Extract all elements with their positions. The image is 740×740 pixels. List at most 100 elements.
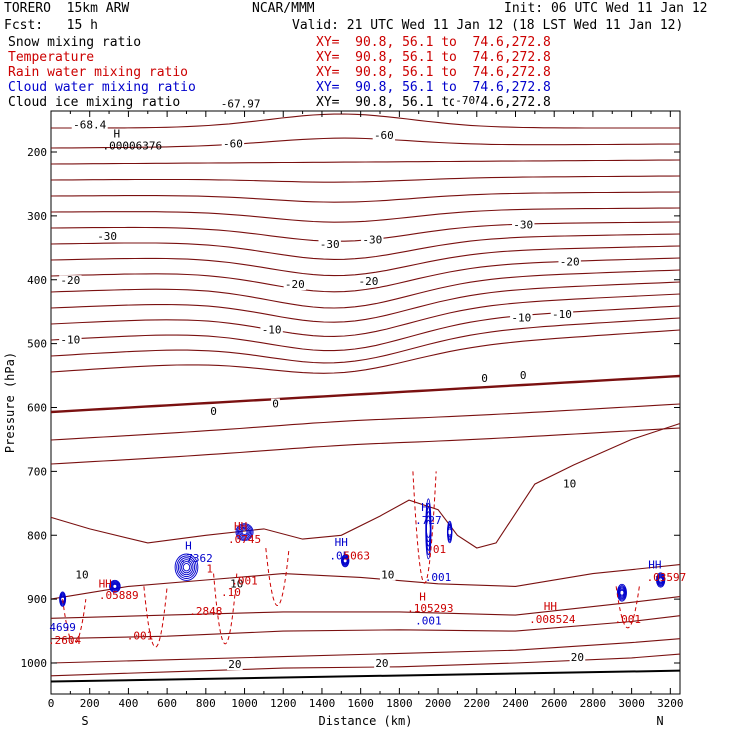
legend-snow-xy: XY= 90.8, 56.1 to 74.6,272.8	[316, 35, 551, 50]
y-tick-label: 400	[27, 274, 47, 287]
cloud-water-contour	[658, 577, 664, 583]
isotherm-label-bg	[512, 219, 535, 231]
x-tick-label: 1400	[309, 697, 336, 710]
isotherm-label: -20	[60, 274, 80, 287]
isotherm-label: -20	[560, 256, 580, 269]
cloud-water-contour	[447, 528, 453, 536]
y-tick-label: 600	[27, 402, 47, 415]
isotherm-label-bg	[228, 578, 245, 590]
isotherm-label: 0	[520, 369, 527, 382]
isotherm-18	[50, 638, 681, 664]
extremum-label: .0745	[228, 533, 261, 546]
x-end-label-right: N	[656, 714, 663, 728]
cloud-water-contour	[182, 562, 191, 572]
cloud-water-contour	[618, 586, 626, 600]
isotherm	[50, 233, 681, 260]
forecast-hour: Fcst: 15 h	[4, 18, 98, 33]
isotherm-label: 10	[230, 578, 243, 591]
cloud-water-contour	[342, 558, 348, 564]
cloud-water-contour	[425, 519, 431, 538]
legend-snow-label: Snow mixing ratio	[8, 35, 142, 50]
isotherm-10	[50, 564, 681, 600]
extremum-label: .727	[415, 514, 442, 527]
extremum-label: HH	[234, 520, 247, 533]
model-title: TORERO 15km ARW	[4, 1, 130, 16]
extremum-label: .05	[329, 550, 349, 563]
y-tick-label: 700	[27, 465, 47, 478]
y-tick-label: 300	[27, 210, 47, 223]
extremum-label: .001	[425, 571, 452, 584]
y-tick-label: 900	[27, 593, 47, 606]
isotherm-label: -20	[358, 275, 378, 288]
cloud-water-contour	[235, 523, 254, 541]
extremum-label: .001	[127, 629, 154, 642]
extremum-label: H	[113, 127, 120, 140]
isotherm-label-bg	[283, 279, 307, 291]
isotherm-15	[50, 615, 681, 640]
x-tick-label: 1000	[231, 697, 258, 710]
isotherm-label-bg	[260, 324, 283, 336]
isotherm-label-bg	[318, 238, 341, 250]
isotherm-label: 10	[563, 477, 576, 490]
extremum-label: .001	[614, 613, 641, 626]
isotherm-label-bg	[219, 98, 263, 110]
x-tick-label: 1200	[270, 697, 297, 710]
isotherm-label-bg	[227, 659, 243, 671]
x-tick-label: 0	[48, 697, 55, 710]
isotherm-label-bg	[379, 569, 396, 581]
isotherm-label-bg	[550, 309, 574, 321]
isotherm	[50, 191, 681, 203]
isotherm-label-bg	[372, 130, 396, 142]
isotherm-label: -30	[320, 238, 340, 251]
x-tick-label: 600	[157, 697, 177, 710]
cloud-water-contour	[240, 528, 249, 537]
isotherm-label: -10	[262, 323, 282, 336]
isotherm-20	[50, 653, 681, 677]
isotherm-zero	[50, 374, 681, 414]
extremum-label: 1	[206, 562, 213, 575]
isotherm-label: -20	[285, 278, 305, 291]
isotherm	[50, 329, 681, 374]
isotherm-label: 0	[481, 372, 488, 385]
x-end-label-left: S	[81, 714, 88, 728]
extremum-label: .03597	[647, 571, 687, 584]
legend-temperature-label: Temperature	[8, 50, 95, 65]
cloud-water-contour	[616, 583, 627, 602]
cloud-water-contour	[342, 556, 349, 566]
legend-temperature-xy: XY= 90.8, 56.1 to 74.6,272.8	[316, 50, 551, 65]
extremum-label: .01	[426, 543, 446, 556]
isotherm-label: -10	[60, 334, 80, 347]
isotherm-label-bg	[357, 275, 380, 287]
isotherm-label: -30	[362, 233, 382, 246]
extremum-label: .05889	[99, 589, 139, 602]
cloud-water-contour	[110, 581, 120, 592]
isotherm-label: 10	[75, 569, 88, 582]
rain-water-contour	[213, 573, 238, 645]
plot-frame	[50, 110, 681, 695]
isotherm-label-bg	[59, 275, 82, 287]
cloud-water-contour	[340, 554, 350, 568]
isotherm-label-bg	[95, 231, 119, 243]
cloud-water-contour	[174, 553, 199, 581]
cloud-water-contour	[619, 589, 625, 596]
x-tick-label: 1600	[347, 697, 374, 710]
ground-surface-line	[50, 669, 681, 683]
x-tick-label: 1800	[386, 697, 413, 710]
cloud-water-contour	[656, 573, 665, 587]
x-tick-label: 2200	[464, 697, 491, 710]
cloud-water-contour	[237, 525, 252, 539]
extremum-label: 5063	[344, 550, 371, 563]
cloud-water-contour	[617, 585, 627, 601]
isotherm-label: 20	[228, 658, 241, 671]
extremum-label: 4699	[49, 621, 76, 634]
isotherm-label: 10	[381, 569, 394, 582]
x-tick-label: 3200	[657, 697, 684, 710]
cloud-water-contour	[236, 524, 253, 540]
isotherm-label: -10	[511, 311, 531, 324]
cloud-water-contour	[109, 580, 120, 592]
extremum-label: .2848	[189, 605, 222, 618]
isotherm-label: 0	[210, 405, 217, 418]
extremum-label: .008524	[529, 613, 576, 626]
cloud-water-contour	[177, 557, 196, 578]
